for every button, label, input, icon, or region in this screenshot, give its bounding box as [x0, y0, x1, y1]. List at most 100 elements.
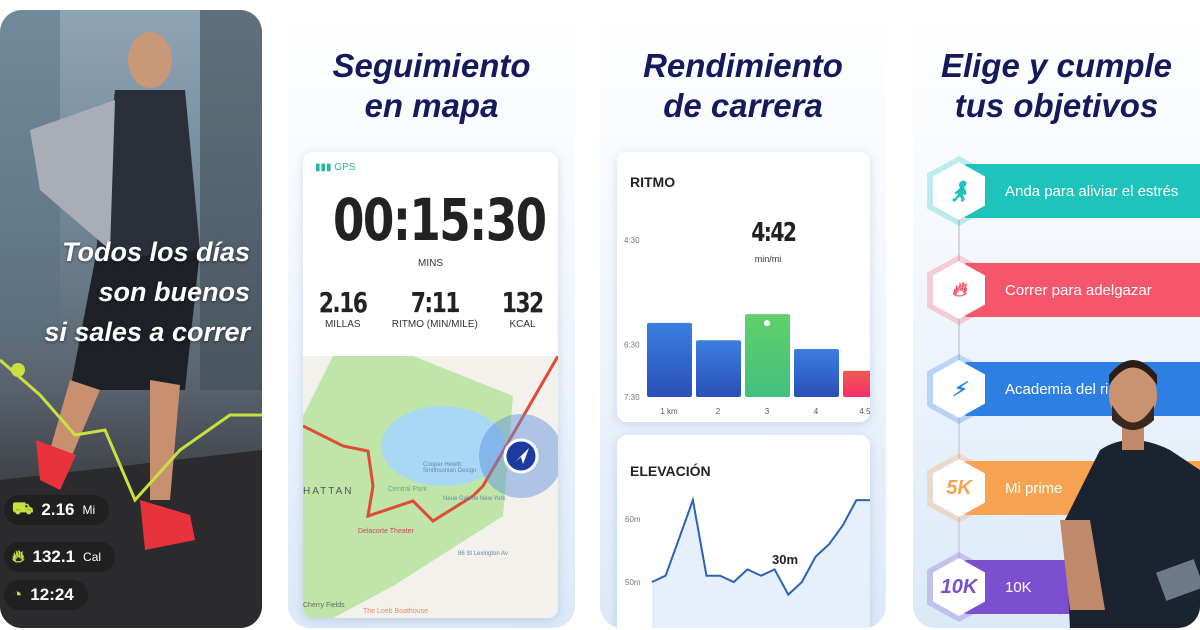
elevation-chart-card: ELEVACIÓN 60m 50m 30m [617, 435, 870, 628]
headline-line: de carrera [663, 87, 823, 124]
stat-label: MILLAS [324, 319, 361, 330]
headline: Todos los días son buenos si sales a cor… [44, 232, 250, 352]
speedometer-icon: ◔ [12, 585, 23, 604]
promo-panel-runner: Todos los días son buenos si sales a cor… [0, 10, 262, 628]
stat-value: 132 [502, 286, 544, 319]
flame-icon: 🔥︎ [933, 261, 985, 319]
timer-unit: MINS [418, 258, 443, 269]
walker-icon: 🚶︎ [933, 162, 985, 220]
map-label: HATTAN [303, 486, 354, 497]
x-tick-label: 1 km [660, 407, 678, 416]
goal-label: Academia del ri [1005, 380, 1109, 398]
x-tick-label: 3 [765, 407, 770, 416]
headline-line: Todos los días [61, 237, 250, 267]
y-tick-label: 4:30 [624, 236, 640, 245]
stat-kcal: 132 KCAL [496, 286, 548, 330]
map-label: Cherry Fields [303, 602, 345, 609]
elevation-area-chart: 60m 50m [625, 496, 870, 628]
gps-label: GPS [334, 162, 356, 173]
stat-value: 132.1 [32, 547, 76, 566]
stat-distance: ⛟ 2.16 Mi [4, 495, 110, 525]
stat-pace: 7:11 RITMO (MIN/MILE) [392, 286, 478, 330]
pace-bar [696, 340, 741, 397]
promo-panel-goals: Elige y cumple tus objetivos Anda para al… [913, 10, 1200, 628]
highlight-value: 4:42 [751, 218, 797, 248]
goal-label: Correr para adelgazar [1005, 281, 1152, 299]
chart-title: ELEVACIÓN [630, 463, 711, 479]
pace-bar [843, 370, 870, 397]
stat-label: RITMO (MIN/MILE) [391, 319, 478, 330]
map-label: Delacorte Theater [358, 528, 414, 535]
tracking-card: ▮▮▮ GPS 00:15:30 MINS 2.16 MILLAS 7:11 RIT… [303, 152, 558, 618]
goal-badge: 5K [933, 459, 985, 517]
chart-title: RITMO [630, 174, 676, 190]
pace-bar [745, 314, 790, 397]
timer-value: 00:15:30 [332, 186, 547, 254]
goal-bar: Correr para adelgazar [963, 263, 1200, 317]
map-label: Cooper Hewitt Smithsonian Design [423, 462, 477, 474]
headline-line: en mapa [364, 87, 499, 124]
headline-line: Elige y cumple [940, 47, 1173, 84]
highlight-dot [764, 320, 770, 327]
goal-bar: Academia del ri [963, 362, 1200, 416]
stat-value: 7:11 [410, 286, 461, 319]
flame-icon: 🔥︎ [12, 547, 25, 566]
headline-line: Rendimiento [643, 47, 843, 84]
headline-line: si sales a correr [44, 317, 250, 347]
stat-value: 12:24 [30, 585, 74, 604]
elevation-area [652, 500, 870, 628]
stat-label: KCAL [509, 319, 536, 330]
shoe-icon: ⛟ [12, 499, 34, 518]
pace-bar [647, 322, 692, 397]
map-label: Central Park [388, 486, 427, 493]
headline-line: tus objetivos [954, 87, 1159, 124]
stat-distance: 2.16 MILLAS [312, 286, 373, 330]
headline-line: Seguimiento [332, 47, 531, 84]
y-tick-label: 50m [625, 578, 641, 587]
goal-hexagon: 5K [927, 453, 991, 523]
goal-hexagon: ⚡︎ [927, 354, 991, 424]
elevation-annotation: 30m [772, 552, 799, 567]
pace-bar-chart: 4:30 6:30 7:30 1 km 2 3 4 4.5 [624, 236, 870, 416]
y-tick-label: 6:30 [624, 341, 640, 350]
signal-icon: ▮▮▮ [315, 162, 332, 173]
promo-panel-map: Seguimiento en mapa ▮▮▮ GPS 00:15:30 MINS… [288, 10, 575, 628]
goal-label: 10K [1005, 578, 1032, 596]
goal-hexagon: 🔥︎ [927, 255, 991, 325]
stats-row: 2.16 MILLAS 7:11 RITMO (MIN/MILE) 132 KCAL [303, 286, 558, 330]
stat-value: 2.16 [41, 500, 75, 519]
goal-label: Mi prime [1005, 479, 1063, 497]
map-view[interactable]: HATTAN Central Park Cooper Hewitt Smiths… [303, 356, 558, 618]
stat-unit: Mi [82, 503, 96, 517]
runner-photo [0, 10, 262, 628]
goal-badge: 10K [933, 558, 985, 616]
headline: Elige y cumple tus objetivos [913, 46, 1200, 126]
x-tick-label: 4.5 [859, 407, 870, 416]
goal-label: Anda para aliviar el estrés [1005, 182, 1179, 200]
headline: Seguimiento en mapa [288, 46, 575, 126]
stat-value: 2.16 [318, 286, 368, 319]
headline-line: son buenos [98, 277, 250, 307]
lightning-icon: ⚡︎ [933, 360, 985, 418]
goal-bar: Anda para aliviar el estrés [963, 164, 1200, 218]
map-label: The Loeb Boathouse [363, 608, 428, 615]
pace-bar [794, 349, 839, 397]
x-tick-label: 4 [814, 407, 819, 416]
goal-hexagon: 10K [927, 552, 991, 622]
pace-chart-card: RITMO 4:30 6:30 7:30 1 km 2 3 4 4.5 4:42 min/mi [617, 152, 870, 422]
x-tick-label: 2 [716, 407, 721, 416]
promo-panel-performance: Rendimiento de carrera RITMO 4:30 6:30 7:30… [600, 10, 886, 628]
gps-status: ▮▮▮ GPS [315, 162, 355, 173]
stat-time: ◔ 12:24 [4, 580, 88, 610]
y-tick-label: 7:30 [624, 393, 640, 402]
headline: Rendimiento de carrera [600, 46, 886, 126]
map-label: Neue Galerie New York [443, 496, 506, 502]
goal-hexagon: 🚶︎ [927, 156, 991, 226]
stat-unit: Cal [83, 550, 102, 564]
stat-calories: 🔥︎ 132.1 Cal [4, 542, 116, 572]
highlight-unit: min/mi [754, 254, 782, 264]
elevation-line [651, 496, 870, 597]
map-route [303, 356, 558, 618]
map-label: 86 St Lexington Av [458, 551, 508, 557]
trainer-photo [1060, 360, 1200, 628]
